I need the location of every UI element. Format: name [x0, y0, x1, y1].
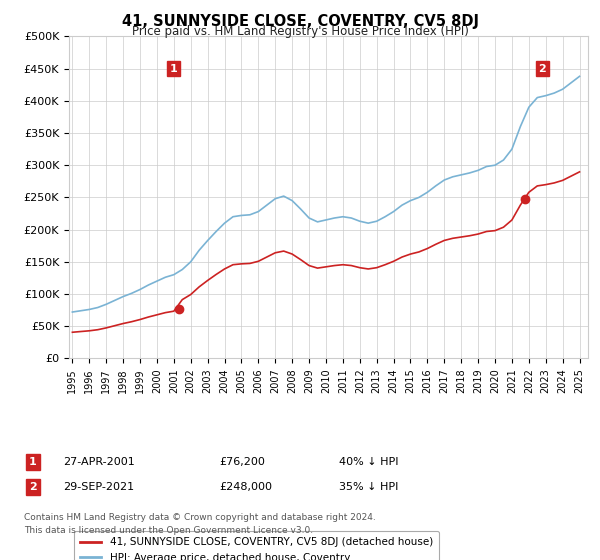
Text: Price paid vs. HM Land Registry's House Price Index (HPI): Price paid vs. HM Land Registry's House …	[131, 25, 469, 38]
Text: £248,000: £248,000	[219, 482, 272, 492]
Text: 27-APR-2001: 27-APR-2001	[63, 457, 135, 467]
Text: Contains HM Land Registry data © Crown copyright and database right 2024.
This d: Contains HM Land Registry data © Crown c…	[24, 514, 376, 535]
Text: 41, SUNNYSIDE CLOSE, COVENTRY, CV5 8DJ: 41, SUNNYSIDE CLOSE, COVENTRY, CV5 8DJ	[121, 14, 479, 29]
Text: 40% ↓ HPI: 40% ↓ HPI	[339, 457, 398, 467]
Text: 1: 1	[170, 64, 178, 73]
Text: 2: 2	[538, 64, 546, 73]
Text: 2: 2	[29, 482, 37, 492]
Text: 29-SEP-2021: 29-SEP-2021	[63, 482, 134, 492]
Text: £76,200: £76,200	[219, 457, 265, 467]
Text: 35% ↓ HPI: 35% ↓ HPI	[339, 482, 398, 492]
Legend: 41, SUNNYSIDE CLOSE, COVENTRY, CV5 8DJ (detached house), HPI: Average price, det: 41, SUNNYSIDE CLOSE, COVENTRY, CV5 8DJ (…	[74, 531, 439, 560]
Text: 1: 1	[29, 457, 37, 467]
